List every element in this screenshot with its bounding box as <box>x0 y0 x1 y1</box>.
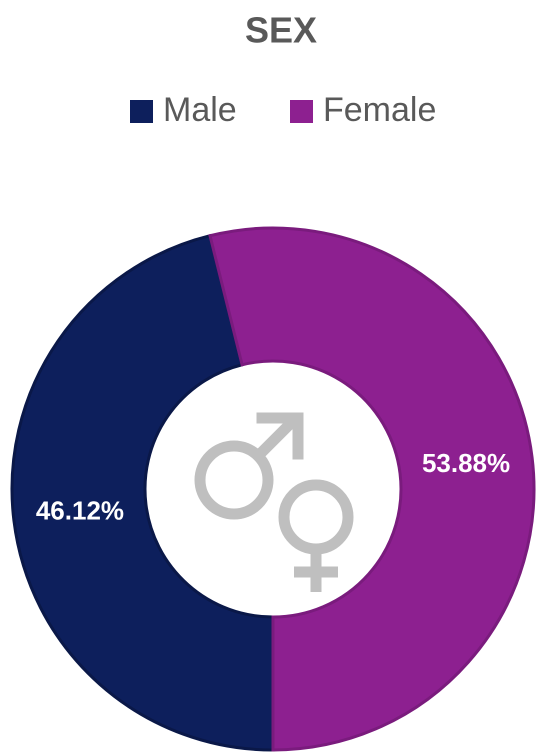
male-symbol-arrow <box>254 414 300 460</box>
donut-slice <box>10 233 275 752</box>
value-label: 46.12% <box>36 496 124 526</box>
legend-swatch <box>130 100 153 123</box>
legend-swatch <box>290 100 313 123</box>
female-symbol-ring <box>278 479 354 555</box>
donut <box>10 226 536 752</box>
value-labels: 46.12% 53.88% <box>36 448 510 525</box>
legend-label: Male <box>163 91 237 129</box>
chart-title: SEX <box>245 10 317 51</box>
value-label: 53.88% <box>422 448 510 478</box>
legend: Male Female <box>130 91 436 129</box>
male-symbol-ring <box>194 440 274 520</box>
donut-slice <box>208 226 536 752</box>
male-symbol-head <box>256 412 304 460</box>
gender-icon <box>194 412 354 592</box>
legend-label: Female <box>323 91 436 129</box>
